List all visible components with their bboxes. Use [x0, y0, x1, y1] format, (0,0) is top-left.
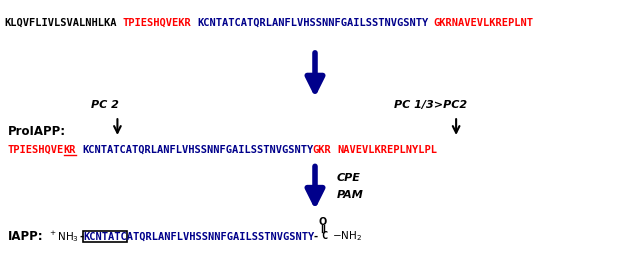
- Text: KR: KR: [64, 145, 76, 155]
- Text: GKR: GKR: [312, 145, 331, 155]
- Text: TPIESHQVEKR: TPIESHQVEKR: [123, 18, 192, 28]
- Text: O: O: [318, 216, 326, 227]
- Text: KCNTATCATQRLANFLVHSSNNFGAILSSTNVGSNTY: KCNTATCATQRLANFLVHSSNNFGAILSSTNVGSNTY: [83, 145, 314, 155]
- Text: PC 2: PC 2: [91, 100, 119, 110]
- Text: KCNTATCATQRLANFLVHSSNNFGAILSSTNVGSNTY: KCNTATCATQRLANFLVHSSNNFGAILSSTNVGSNTY: [83, 232, 314, 242]
- Text: $\mathsf{^+NH_3}$: $\mathsf{^+NH_3}$: [48, 229, 79, 244]
- Text: PAM: PAM: [337, 189, 364, 200]
- Text: -: -: [79, 232, 83, 242]
- Text: ProIAPP:: ProIAPP:: [8, 124, 66, 138]
- Text: CPE: CPE: [337, 173, 361, 183]
- Text: NAVEVLKREPLNYLPL: NAVEVLKREPLNYLPL: [338, 145, 437, 155]
- Bar: [83, 231, 127, 242]
- Text: KLQVFLIVLSVALNHLKA: KLQVFLIVLSVALNHLKA: [4, 18, 117, 28]
- Text: TPIESHQVE: TPIESHQVE: [8, 145, 64, 155]
- Text: KCNTATCATQRLANFLVHSSNNFGAILSSTNVGSNTY: KCNTATCATQRLANFLVHSSNNFGAILSSTNVGSNTY: [197, 18, 428, 28]
- Text: PC 1/3>PC2: PC 1/3>PC2: [394, 100, 467, 110]
- Text: C: C: [321, 232, 327, 242]
- Text: IAPP:: IAPP:: [8, 230, 43, 243]
- Text: $\mathsf{-NH_2}$: $\mathsf{-NH_2}$: [332, 230, 362, 244]
- Text: GKRNAVEVLKREPLNT: GKRNAVEVLKREPLNT: [434, 18, 534, 28]
- Text: -: -: [314, 232, 318, 242]
